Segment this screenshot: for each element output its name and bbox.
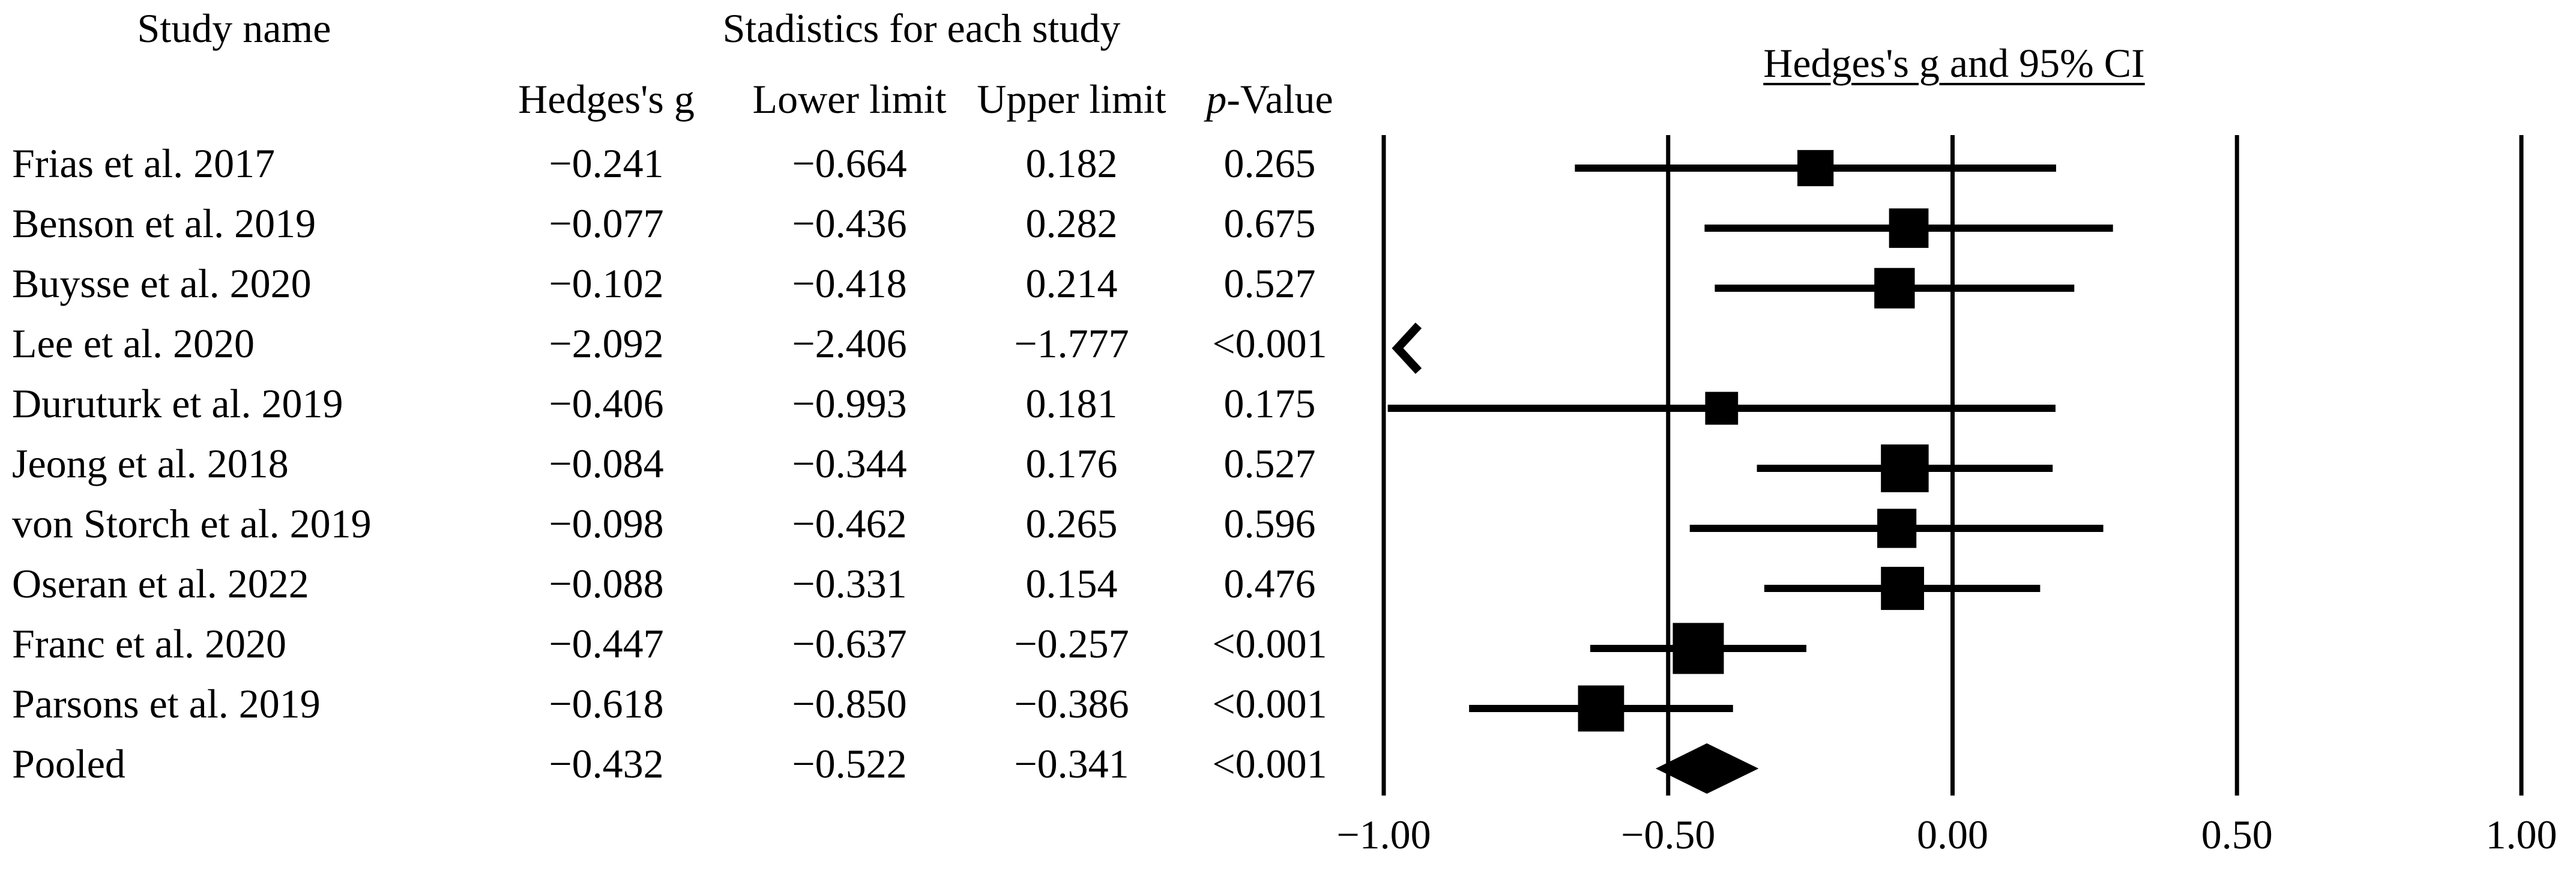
- point-estimate-marker: [1797, 150, 1834, 187]
- lower-limit-value: −0.850: [792, 681, 907, 726]
- upper-limit-value: 0.176: [1025, 441, 1118, 486]
- hedges-g-value: −0.618: [549, 681, 664, 726]
- lower-limit-value: −0.637: [792, 621, 907, 666]
- statistics-group-header: Stadistics for each study: [722, 5, 1121, 51]
- point-estimate-marker: [1877, 509, 1917, 548]
- study-name: Jeong et al. 2018: [12, 441, 289, 486]
- upper-limit-value: 0.282: [1025, 201, 1118, 246]
- p-value: <0.001: [1212, 621, 1327, 666]
- hedges-g-value: −0.241: [549, 140, 664, 186]
- upper-limit-value: 0.214: [1025, 261, 1118, 306]
- upper-limit-value: 0.154: [1025, 561, 1118, 606]
- p-value: 0.476: [1223, 561, 1316, 606]
- lower-limit-value: −0.344: [792, 441, 907, 486]
- upper-limit-value: 0.265: [1025, 501, 1118, 546]
- p-value: 0.527: [1223, 261, 1316, 306]
- point-estimate-marker: [1874, 268, 1915, 309]
- hedges-g-column-header: Hedges's g: [518, 76, 695, 122]
- study-name: Buysse et al. 2020: [12, 261, 312, 306]
- x-tick-label: 1.00: [2486, 812, 2557, 857]
- p-value: 0.175: [1223, 381, 1316, 426]
- study-name: Pooled: [12, 741, 125, 787]
- lower-limit-value: −0.331: [792, 561, 907, 606]
- lower-limit-value: −0.462: [792, 501, 907, 546]
- p-value: 0.596: [1223, 501, 1316, 546]
- upper-limit-value: −0.386: [1014, 681, 1129, 726]
- p-value: <0.001: [1212, 741, 1327, 787]
- point-estimate-marker: [1881, 444, 1929, 492]
- p-value: 0.265: [1223, 140, 1316, 186]
- hedges-g-value: −0.084: [549, 441, 664, 486]
- p-value-column-header: p-Value: [1206, 79, 1333, 119]
- study-name: von Storch et al. 2019: [12, 501, 372, 546]
- study-name: Oseran et al. 2022: [12, 561, 309, 606]
- lower-limit-column-header: Lower limit: [752, 76, 947, 122]
- chart-title: Hedges's g and 95% CI: [1763, 40, 2145, 86]
- hedges-g-value: −0.102: [549, 261, 664, 306]
- study-name: Benson et al. 2019: [12, 201, 316, 246]
- x-tick-label: −0.50: [1621, 812, 1715, 857]
- lower-limit-value: −0.664: [792, 140, 907, 186]
- study-name: Lee et al. 2020: [12, 321, 255, 366]
- p-value-italic-p: p: [1206, 76, 1227, 122]
- upper-limit-value: 0.182: [1025, 140, 1118, 186]
- point-estimate-marker: [1673, 623, 1724, 674]
- hedges-g-value: −0.088: [549, 561, 664, 606]
- pooled-estimate-diamond: [1655, 743, 1759, 794]
- upper-limit-value: 0.181: [1025, 381, 1118, 426]
- p-value: 0.527: [1223, 441, 1316, 486]
- hedges-g-value: −0.406: [549, 381, 664, 426]
- p-value: <0.001: [1212, 681, 1327, 726]
- upper-limit-value: −1.777: [1014, 321, 1129, 366]
- lower-limit-value: −0.436: [792, 201, 907, 246]
- point-estimate-marker: [1578, 685, 1624, 732]
- study-name: Duruturk et al. 2019: [12, 381, 343, 426]
- study-name-header: Study name: [137, 5, 331, 51]
- p-value: <0.001: [1212, 321, 1327, 366]
- hedges-g-value: −2.092: [549, 321, 664, 366]
- study-name: Frias et al. 2017: [12, 140, 276, 186]
- x-tick-label: 0.50: [2201, 812, 2273, 857]
- lower-limit-value: −0.418: [792, 261, 907, 306]
- upper-limit-value: −0.257: [1014, 621, 1129, 666]
- x-tick-label: −1.00: [1336, 812, 1431, 857]
- hedges-g-value: −0.098: [549, 501, 664, 546]
- hedges-g-value: −0.077: [549, 201, 664, 246]
- upper-limit-column-header: Upper limit: [977, 76, 1166, 122]
- lower-limit-value: −2.406: [792, 321, 907, 366]
- out-of-range-arrow: [1392, 322, 1422, 374]
- study-name: Franc et al. 2020: [12, 621, 286, 666]
- lower-limit-value: −0.522: [792, 741, 907, 787]
- hedges-g-value: −0.447: [549, 621, 664, 666]
- study-name: Parsons et al. 2019: [12, 681, 321, 726]
- upper-limit-value: −0.341: [1014, 741, 1129, 787]
- p-value-suffix: -Value: [1226, 76, 1333, 122]
- point-estimate-marker: [1705, 391, 1739, 425]
- point-estimate-marker: [1881, 567, 1925, 610]
- hedges-g-value: −0.432: [549, 741, 664, 787]
- p-value: 0.675: [1223, 201, 1316, 246]
- x-tick-label: 0.00: [1917, 812, 1988, 857]
- lower-limit-value: −0.993: [792, 381, 907, 426]
- point-estimate-marker: [1889, 208, 1929, 248]
